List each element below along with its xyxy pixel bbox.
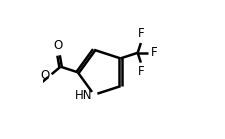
Text: F: F xyxy=(138,65,145,78)
Text: HN: HN xyxy=(75,89,92,102)
Text: F: F xyxy=(151,46,157,59)
Text: F: F xyxy=(138,27,145,40)
Text: O: O xyxy=(54,39,63,52)
Text: O: O xyxy=(40,69,49,82)
